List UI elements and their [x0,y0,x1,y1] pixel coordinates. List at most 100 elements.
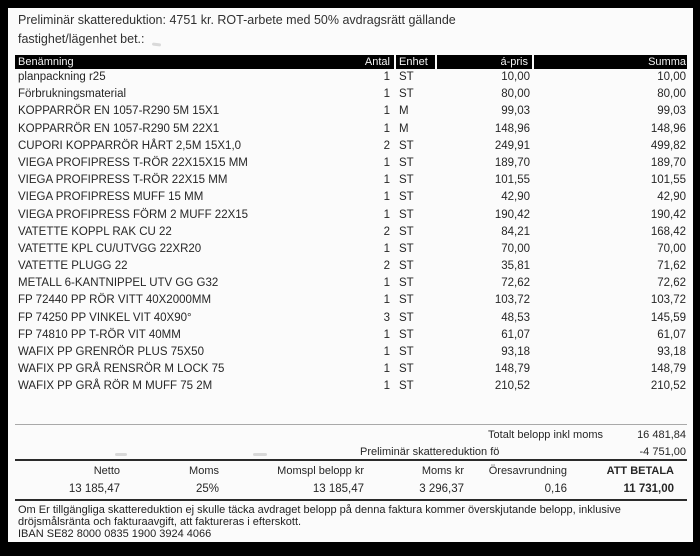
footer-text: Om Er tillgängliga skattereduktion ej sk… [18,504,690,541]
table-row: CUPORI KOPPARRÖR HÅRT 2,5M 15X1,0 2 ST 2… [15,138,687,155]
moms-kr-value: 3 296,37 [419,483,464,495]
item-unit-price: 249,91 [494,139,530,152]
item-unit-price: 210,52 [494,380,530,393]
table-body: planpackning r25 1 ST 10,00 10,00 Förbru… [15,69,687,396]
column-header-summa: Summa [534,55,687,69]
total-incl-vat-value: 16 481,84 [637,429,686,441]
divider-line [15,459,687,461]
item-total: 168,42 [650,225,686,238]
item-unit-price: 103,72 [494,294,530,307]
oresavrundning-label: Öresavrundning [488,465,567,477]
table-row: KOPPARRÖR EN 1057-R290 5M 22X1 1 M 148,9… [15,121,687,138]
item-name: VIEGA PROFIPRESS FÖRM 2 MUFF 22X15 [18,208,249,221]
item-unit: ST [399,156,414,169]
item-unit-price: 48,53 [501,311,530,324]
summary-labels-row: Netto Moms Momspl belopp kr Moms kr Öres… [15,465,687,478]
tax-deduction-value: -4 751,00 [639,446,686,458]
divider-line [15,499,687,501]
table-row: KOPPARRÖR EN 1057-R290 5M 15X1 1 M 99,03… [15,103,687,120]
item-quantity: 1 [383,105,390,118]
item-unit: ST [399,191,414,204]
item-quantity: 1 [383,174,390,187]
summary-values-row: 13 185,47 25% 13 185,47 3 296,37 0,16 11… [15,483,687,496]
item-unit: ST [399,311,414,324]
total-incl-vat-label: Totalt belopp inkl moms [488,429,603,441]
table-row: VIEGA PROFIPRESS T-RÖR 22X15 MM 1 ST 101… [15,172,687,189]
item-unit: ST [399,260,414,273]
item-total: 499,82 [650,139,686,152]
item-quantity: 2 [383,225,390,238]
table-header: Benämning Antal Enhet á-pris Summa [15,55,687,69]
item-quantity: 1 [383,88,390,101]
item-name: METALL 6-KANTNIPPEL UTV GG G32 [18,277,219,290]
table-row: VATETTE KOPPL RAK CU 22 2 ST 84,21 168,4… [15,224,687,241]
item-unit-price: 84,21 [501,225,530,238]
item-total: 145,59 [650,311,686,324]
table-row: WAFIX PP GRÅ RENSRÖR M LOCK 75 1 ST 148,… [15,361,687,378]
item-name: WAFIX PP GRENRÖR PLUS 75X50 [18,346,204,358]
item-total: 61,07 [657,328,686,341]
item-name: VIEGA PROFIPRESS T-RÖR 22X15 MM [18,174,228,187]
item-quantity: 1 [383,363,390,376]
oresavrundning-value: 0,16 [544,483,567,495]
divider-line [15,424,687,425]
intro-text: Preliminär skattereduktion: 4751 kr. ROT… [18,11,456,49]
item-unit: ST [399,139,414,152]
column-header-enhet: Enhet [396,55,435,69]
tax-deduction-label-text: Preliminär skattereduktion fö [360,446,500,458]
item-name: KOPPARRÖR EN 1057-R290 5M 15X1 [18,105,220,118]
total-incl-vat-row: Totalt belopp inkl moms 16 481,84 [15,429,687,442]
item-unit: ST [399,88,414,101]
footer-line-2: dröjsmålsränta och fakturaavgift, att fa… [18,516,302,529]
item-total: 71,62 [657,260,686,273]
item-quantity: 1 [383,208,390,221]
moms-label: Moms [189,465,219,477]
table-row: WAFIX PP GRÅ RÖR M MUFF 75 2M 1 ST 210,5… [15,378,687,395]
table-row: VIEGA PROFIPRESS MUFF 15 MM 1 ST 42,90 4… [15,189,687,206]
item-unit: ST [399,71,414,83]
item-quantity: 2 [383,139,390,152]
item-unit-price: 72,62 [501,277,530,290]
item-name: FP 72440 PP RÖR VITT 40X2000MM [18,294,212,307]
header-cell-benamning-antal: Benämning Antal [15,55,394,69]
item-unit: ST [399,380,414,393]
item-total: 42,90 [657,191,686,204]
att-betala-value: 11 731,00 [623,483,674,495]
moms-value: 25% [195,483,219,495]
item-unit-price: 148,96 [494,122,530,135]
table-row: METALL 6-KANTNIPPEL UTV GG G32 1 ST 72,6… [15,275,687,292]
redaction-mark [253,453,267,456]
item-total: 72,62 [657,277,686,290]
vat-summary: Netto Moms Momspl belopp kr Moms kr Öres… [15,465,687,496]
item-total: 93,18 [657,346,686,358]
item-total: 210,52 [650,380,686,393]
item-total: 101,55 [650,174,686,187]
item-name: Förbrukningsmaterial [18,88,127,101]
item-unit-price: 93,18 [501,346,530,358]
item-unit: ST [399,294,414,307]
momspl-belopp-label: Momspl belopp kr [277,465,364,477]
item-unit-price: 70,00 [501,242,530,255]
item-quantity: 1 [383,191,390,204]
table-row: VIEGA PROFIPRESS FÖRM 2 MUFF 22X15 1 ST … [15,207,687,224]
item-quantity: 2 [383,260,390,273]
table-row: FP 74810 PP T-RÖR VIT 40MM 1 ST 61,07 61… [15,327,687,344]
invoice-items-table: Benämning Antal Enhet á-pris Summa planp… [15,55,687,396]
item-quantity: 1 [383,277,390,290]
table-row: FP 72440 PP RÖR VITT 40X2000MM 1 ST 103,… [15,292,687,309]
tax-deduction-label: Preliminär skattereduktion fö [15,446,603,459]
item-unit-price: 190,42 [494,208,530,221]
item-unit: M [399,105,409,118]
item-total: 148,96 [650,122,686,135]
item-unit-price: 80,00 [501,88,530,101]
item-total: 10,00 [657,71,686,83]
item-unit: ST [399,363,414,376]
item-unit: ST [399,242,414,255]
item-unit-price: 42,90 [501,191,530,204]
item-quantity: 1 [383,294,390,307]
item-unit-price: 61,07 [501,328,530,341]
item-quantity: 1 [383,346,390,358]
item-name: VIEGA PROFIPRESS T-RÖR 22X15X15 MM [18,156,248,169]
item-unit-price: 35,81 [501,260,530,273]
item-name: FP 74250 PP VINKEL VIT 40X90° [18,311,192,324]
